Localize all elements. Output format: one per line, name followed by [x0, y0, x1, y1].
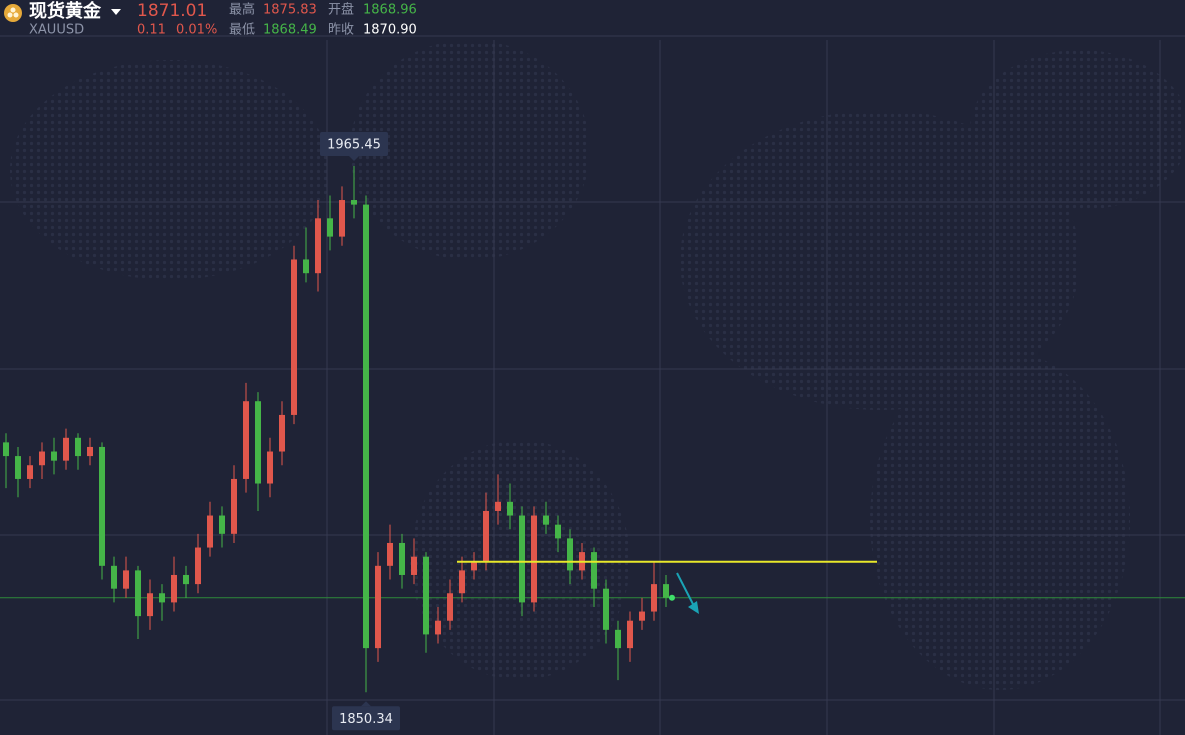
extreme-label-box: [320, 131, 388, 156]
candle-body: [255, 401, 261, 484]
candle-body: [51, 451, 57, 461]
candle-body: [195, 547, 201, 585]
candle-body: [591, 552, 597, 589]
candle-body: [3, 442, 9, 457]
last-price-dot: [669, 594, 675, 601]
candle-body: [603, 588, 609, 630]
candle-body: [651, 584, 657, 612]
candle-body: [423, 556, 429, 635]
candle-body: [567, 538, 573, 571]
change: 0.11: [137, 23, 166, 38]
high-label: 最高: [229, 2, 255, 18]
candle-body: [183, 574, 189, 585]
candle-body: [519, 515, 525, 603]
extreme-label: 1965.45: [327, 137, 381, 152]
candle-body: [459, 570, 465, 594]
extreme-label: 1850.34: [339, 712, 393, 727]
candle-body: [495, 501, 501, 511]
candle-body: [267, 451, 273, 484]
candle-body: [27, 465, 33, 479]
candle-body: [231, 478, 237, 534]
candle-body: [543, 515, 549, 525]
candle-body: [627, 620, 633, 649]
candle-body: [159, 593, 165, 603]
dropdown-arrow[interactable]: [111, 9, 121, 15]
arrow-head: [688, 601, 699, 614]
symbol-icon: [13, 12, 19, 18]
candle-body: [303, 259, 309, 274]
candle-body: [411, 556, 417, 575]
candle-body: [63, 437, 69, 461]
candle-body: [15, 456, 21, 479]
candle-body: [339, 200, 345, 237]
high-value: 1875.83: [263, 3, 317, 18]
change-pct: 0.01%: [176, 23, 217, 38]
candle-body: [447, 593, 453, 621]
candle-body: [663, 584, 669, 598]
candle-body: [207, 515, 213, 548]
symbol-icon: [10, 7, 16, 13]
candle-body: [555, 524, 561, 539]
candle-body: [219, 515, 225, 534]
candle-body: [279, 414, 285, 452]
candle-body: [435, 620, 441, 635]
candle-body: [87, 446, 93, 457]
candle-body: [99, 446, 105, 566]
candle-body: [639, 611, 645, 621]
candle-body: [531, 515, 537, 603]
symbol: XAUUSD: [29, 23, 84, 38]
candle-body: [123, 570, 129, 589]
candle-body: [615, 629, 621, 649]
header: 现货黄金 XAUUSD 1871.01 0.11 0.01% 最高 1875.8…: [4, 0, 417, 38]
candle-body: [39, 451, 45, 466]
candle-body: [171, 574, 177, 603]
symbol-icon: [4, 4, 22, 22]
candle-body: [243, 401, 249, 479]
low-value: 1868.49: [263, 23, 317, 38]
candle-body: [315, 218, 321, 274]
candle-body: [75, 437, 81, 457]
symbol-icon: [7, 12, 13, 18]
candle-body: [327, 218, 333, 237]
extreme-label-box: [332, 706, 400, 731]
candle-body: [471, 561, 477, 571]
candle-body: [291, 259, 297, 415]
candle-body: [111, 565, 117, 589]
low-label: 最低: [229, 23, 255, 38]
plot: 1965.45 1850.34: [0, 131, 1185, 731]
candle-body: [363, 204, 369, 649]
extreme-label-pointer: [349, 155, 359, 161]
prev-close-value: 1870.90: [363, 23, 417, 38]
open-value: 1868.96: [363, 3, 417, 18]
candle-body: [483, 510, 489, 562]
candle-body: [147, 593, 153, 617]
world-map: [10, 40, 1185, 690]
open-label: 开盘: [328, 2, 354, 18]
candle-body: [387, 542, 393, 566]
candle-body: [135, 570, 141, 617]
last-price: 1871.01: [137, 1, 207, 21]
candle-body: [375, 565, 381, 649]
candle-body: [507, 501, 513, 516]
prev-close-label: 昨收: [328, 23, 354, 38]
instrument-name: 现货黄金: [29, 0, 102, 22]
candle-body: [399, 542, 405, 575]
candle-body: [351, 200, 357, 205]
extreme-label-pointer: [361, 701, 371, 707]
